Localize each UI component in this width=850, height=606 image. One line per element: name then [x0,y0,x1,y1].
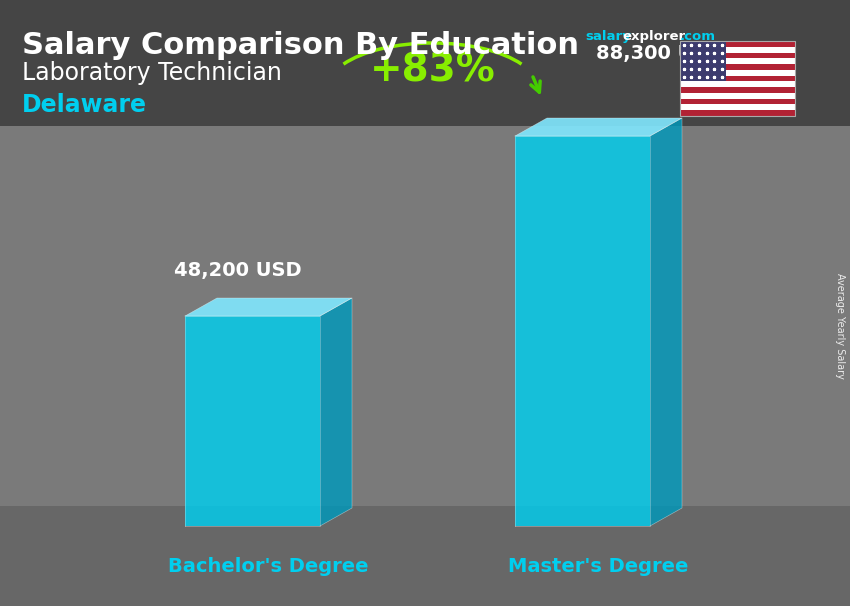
Bar [680,76,795,81]
Text: Bachelor's Degree: Bachelor's Degree [168,556,369,576]
Text: Laboratory Technician: Laboratory Technician [22,61,282,85]
Polygon shape [515,118,682,136]
Text: 48,200 USD: 48,200 USD [173,261,301,280]
Bar [0,506,850,606]
Bar [680,81,795,87]
Polygon shape [320,298,352,526]
Text: salary: salary [585,30,631,43]
Text: Master's Degree: Master's Degree [508,556,688,576]
Text: Delaware: Delaware [22,93,147,117]
Text: explorer: explorer [622,30,685,43]
Text: Average Yearly Salary: Average Yearly Salary [835,273,845,379]
Bar [680,99,795,104]
Bar [680,41,795,47]
Bar [680,87,795,93]
Bar [0,0,850,126]
Text: Salary Comparison By Education: Salary Comparison By Education [22,31,579,60]
Bar [680,93,795,99]
Polygon shape [185,316,320,526]
Polygon shape [515,136,650,526]
Bar [680,110,795,116]
Bar [680,41,795,116]
Bar [680,104,795,110]
Text: .com: .com [680,30,716,43]
Bar [680,64,795,70]
Polygon shape [650,118,682,526]
Bar [680,41,726,81]
Polygon shape [185,298,352,316]
Text: +83%: +83% [370,51,496,89]
Bar [680,47,795,53]
Bar [680,70,795,76]
Text: 88,300 USD: 88,300 USD [596,44,723,63]
Bar [680,58,795,64]
Bar [680,53,795,58]
